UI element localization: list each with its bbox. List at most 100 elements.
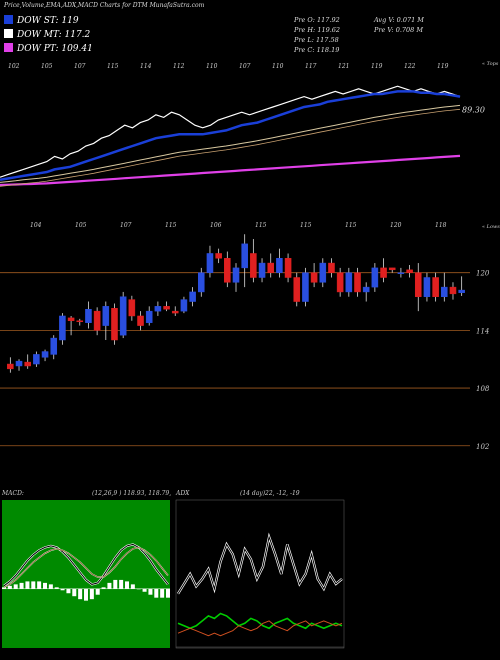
price-top-label: 115 bbox=[165, 222, 177, 229]
ema-chart: 102 105 107 115 114 112 110 107 110 117 121 119 122 1… bbox=[0, 61, 499, 187]
candle-body bbox=[414, 272, 422, 297]
macd-histogram-bar bbox=[160, 588, 165, 598]
candle-body bbox=[111, 308, 118, 341]
macd-histogram-bar bbox=[66, 588, 71, 594]
candle-body bbox=[76, 320, 84, 323]
prev-volume: Pre V: 0.708 M bbox=[374, 26, 424, 34]
price-top-label: 118 bbox=[435, 222, 447, 229]
candle-body bbox=[67, 317, 75, 322]
candle-body bbox=[449, 286, 457, 295]
candle-body bbox=[206, 253, 214, 273]
candle-body bbox=[85, 308, 92, 323]
candle-body bbox=[145, 310, 153, 323]
candle-body bbox=[432, 277, 439, 297]
macd-histogram-bar bbox=[154, 588, 159, 598]
macd-histogram-bar bbox=[48, 584, 53, 589]
macd-histogram-bar bbox=[107, 582, 112, 589]
candle-body bbox=[380, 267, 387, 278]
macd-histogram-bar bbox=[113, 579, 118, 589]
macd-label: MACD: bbox=[1, 490, 24, 497]
price-top-label: 107 bbox=[120, 222, 132, 229]
candle-body bbox=[397, 272, 405, 274]
price-top-label: 120 bbox=[390, 222, 402, 229]
candle-body bbox=[284, 258, 292, 278]
candle-body bbox=[276, 258, 283, 273]
candle-body bbox=[33, 354, 40, 365]
legend-label-st: DOW ST: 119 bbox=[17, 16, 79, 26]
candle-body bbox=[41, 351, 49, 358]
macd-histogram-bar bbox=[95, 588, 100, 595]
macd-signal-line bbox=[3, 546, 169, 588]
candle-body bbox=[102, 306, 110, 326]
candle-body bbox=[163, 306, 170, 310]
avg-volume: Avg V: 0.071 M bbox=[374, 16, 424, 24]
macd-histogram-bar bbox=[13, 584, 18, 589]
macd-histogram-bar bbox=[43, 582, 47, 589]
ema-top-label: 105 bbox=[41, 63, 53, 70]
candle-body bbox=[310, 272, 318, 283]
candle-body bbox=[388, 267, 396, 271]
legend-swatch-st bbox=[4, 15, 13, 24]
adx-line bbox=[177, 535, 343, 594]
macd-histogram-bar bbox=[2, 587, 6, 589]
price-corner-label: « Lows bbox=[482, 224, 500, 230]
macd-histogram-bar bbox=[7, 585, 12, 589]
legend-swatch-pt bbox=[4, 43, 13, 52]
adx-params: (14 day)22, -12, -19 bbox=[240, 490, 300, 497]
macd-histogram-bar bbox=[19, 582, 24, 589]
ema-top-label: 117 bbox=[305, 63, 317, 70]
macd-line bbox=[3, 543, 169, 587]
candle-body bbox=[215, 253, 222, 259]
ema-top-label: 107 bbox=[239, 63, 251, 70]
candle-body bbox=[345, 272, 353, 293]
candle-body bbox=[458, 289, 465, 293]
candle-body bbox=[328, 262, 335, 273]
candle-body bbox=[423, 277, 431, 297]
macd-histogram-bar bbox=[125, 581, 129, 589]
ohlc-close: Pre C: 118.19 bbox=[294, 46, 340, 54]
price-top-label: 105 bbox=[75, 222, 87, 229]
candle-body bbox=[302, 272, 309, 302]
macd-histogram-bar bbox=[89, 588, 94, 600]
ema-top-label: 110 bbox=[272, 63, 284, 70]
candle-body bbox=[406, 269, 413, 273]
candle-body bbox=[137, 315, 144, 326]
price-top-label: 115 bbox=[300, 222, 312, 229]
candle-body bbox=[119, 296, 127, 336]
ema-top-label: 122 bbox=[404, 63, 416, 70]
candle-body bbox=[50, 337, 58, 355]
price-top-label: 104 bbox=[30, 222, 42, 229]
candle-body bbox=[319, 262, 327, 283]
macd-histogram-bar bbox=[142, 588, 147, 592]
adx-minus-di-line bbox=[177, 620, 343, 637]
ema-price-line bbox=[0, 85, 461, 178]
macd-histogram-bar bbox=[119, 579, 124, 589]
ema-top-label: 112 bbox=[173, 63, 185, 70]
macd-histogram-bar bbox=[54, 587, 59, 589]
macd-histogram-bar bbox=[60, 588, 65, 591]
macd-histogram-bar bbox=[101, 587, 106, 589]
adx-label: ADX bbox=[175, 490, 190, 497]
candle-body bbox=[224, 258, 231, 283]
candle-body bbox=[250, 253, 257, 278]
ema-top-label: 102 bbox=[8, 63, 20, 70]
legend-label-pt: DOW PT: 109.41 bbox=[17, 44, 93, 54]
ema-mt-line bbox=[0, 104, 461, 183]
candle-body bbox=[7, 363, 14, 370]
candle-body bbox=[93, 310, 101, 331]
candle-body bbox=[362, 286, 370, 293]
candle-body bbox=[354, 272, 361, 293]
macd-chart: MACD: (12,26,9 ) 118.93, 118.79, 0.14 bbox=[1, 490, 172, 648]
ema-extra-line bbox=[0, 108, 461, 187]
candle-body bbox=[171, 310, 179, 314]
ema-st-line bbox=[0, 90, 461, 182]
candle-body bbox=[293, 277, 301, 302]
ema-pt-line bbox=[0, 154, 461, 187]
macd-histogram-bar bbox=[78, 588, 83, 600]
candle-body bbox=[189, 291, 196, 302]
candle-body bbox=[197, 272, 205, 293]
adx-chart: ADX (14 day)22, -12, -19 bbox=[175, 490, 345, 649]
ema-top-label: 119 bbox=[437, 63, 449, 70]
candle-body bbox=[24, 361, 31, 367]
candle-body bbox=[15, 360, 23, 367]
